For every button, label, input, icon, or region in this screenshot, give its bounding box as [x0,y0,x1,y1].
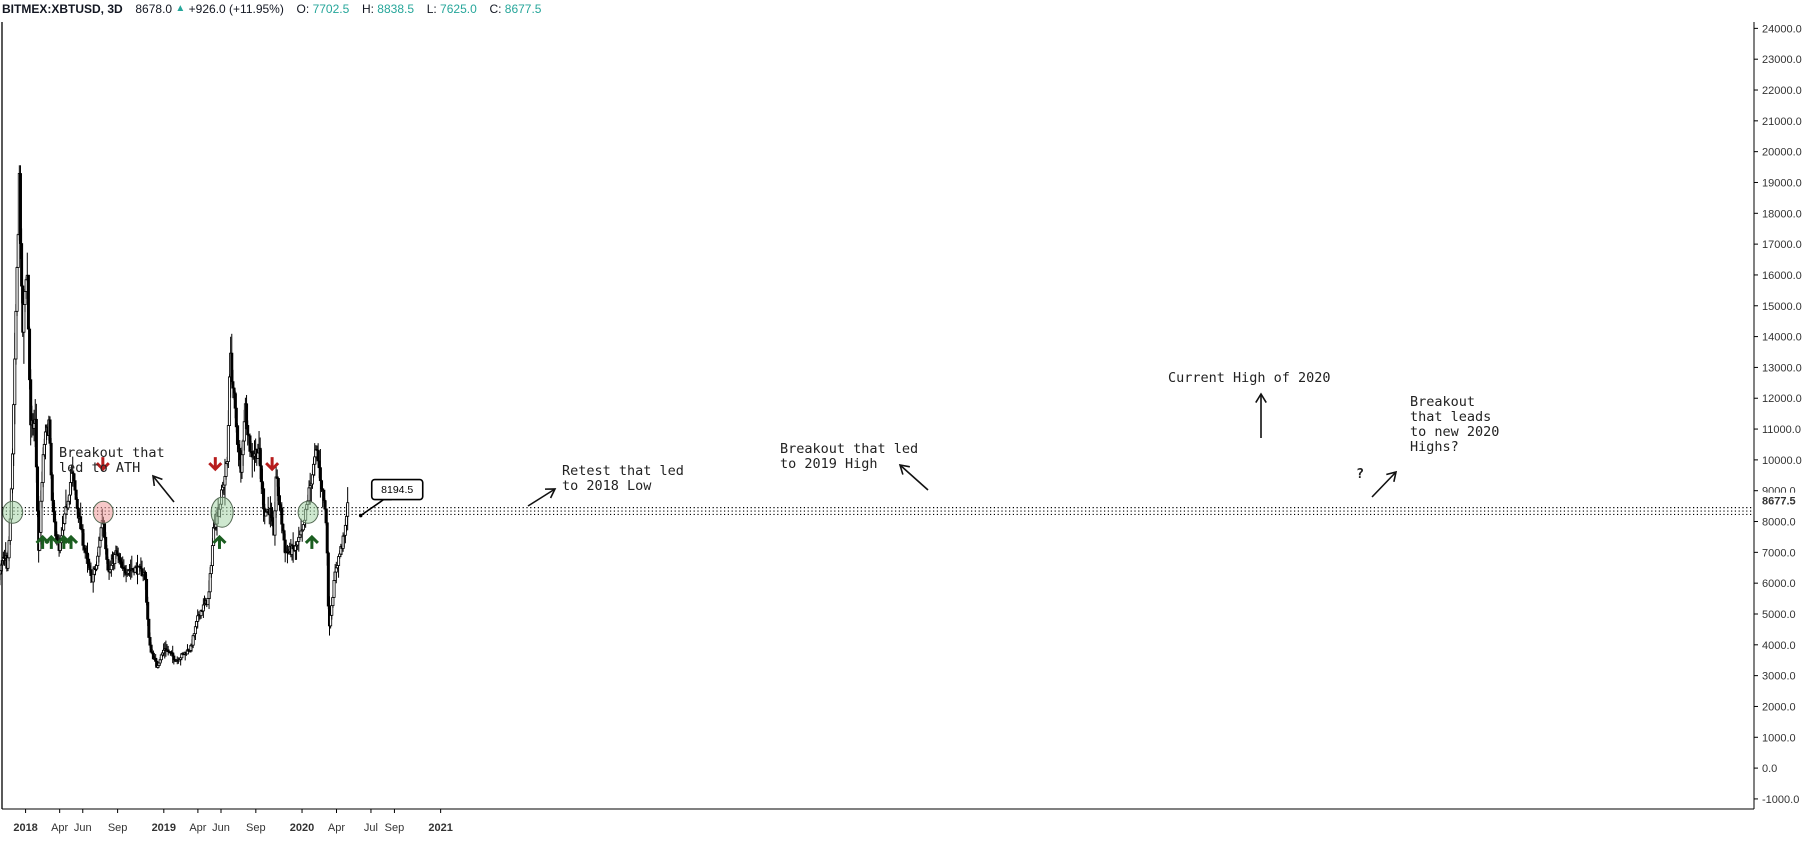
y-tick-label: 20000.0 [1762,147,1802,159]
breakout-circle [210,496,234,528]
x-tick-label: Apr [51,822,68,834]
annotation-breakout-2019-high: Breakout that led [780,441,918,457]
triangle-up-icon: ▲ [175,3,186,14]
red-down-arrow-icon [265,457,280,472]
symbol-label: BITMEX:XBTUSD, 3D [2,2,123,16]
y-tick-label: 7000.0 [1762,547,1796,559]
annotation-breakout-ath: led to ATH [59,460,140,476]
x-tick-label: Sep [385,822,405,834]
y-tick-label: 8000.0 [1762,517,1796,529]
candle [26,274,30,330]
last-price: 8678.0 [135,2,173,16]
low-value: 7625.0 [440,2,477,16]
y-tick-label: 11000.0 [1762,424,1801,436]
green-up-arrow-icon [304,534,319,549]
x-tick-label: 2020 [290,822,314,834]
price-tag-callout: 8194.5 [358,478,424,518]
annotation-arrow [152,474,175,503]
y-tick-label: 0.0 [1762,763,1777,775]
last-price-label: 8677.5 [1762,496,1796,508]
annotation-breakout-2020-highs: to new 2020 [1410,424,1499,440]
question-mark: ? [1356,466,1364,482]
y-tick-label: -1000.0 [1762,794,1799,806]
y-tick-label: 19000.0 [1762,177,1802,189]
annotation-current-high-2020: Current High of 2020 [1168,370,1331,386]
price-tag-value: 8194.5 [381,484,413,496]
last-price-marker [1755,492,1817,509]
annotation-breakout-2019-high: to 2019 High [780,456,878,472]
green-up-arrow-icon [63,534,79,549]
candle [346,487,350,531]
y-tick-label: 2000.0 [1762,701,1796,713]
x-tick-label: Sep [246,822,266,834]
y-tick-label: 5000.0 [1762,609,1796,621]
breakout-circle [297,500,319,524]
breakout-circle [2,500,24,524]
y-tick-label: 14000.0 [1762,332,1802,344]
open-value: 7702.5 [312,2,350,16]
annotation-arrow [898,463,929,491]
chart-legend-header: BITMEX:XBTUSD, 3D 8678.0 ▲ +926.0 (+11.9… [0,0,1817,22]
x-tick-label: Jul [364,822,378,834]
x-tick-label: Jun [212,822,230,834]
y-tick-label: 23000.0 [1762,54,1802,66]
green-up-arrow-icon [212,534,227,549]
red-down-arrow-icon [95,457,110,472]
open-label: O: [296,2,310,16]
red-down-arrow-icon [208,457,223,472]
annotation-arrow [527,488,557,507]
annotation-breakout-ath: Breakout that [59,445,165,461]
y-tick-label: 3000.0 [1762,671,1796,683]
low-label: L: [426,2,437,16]
y-tick-label: 1000.0 [1762,732,1796,744]
x-tick-label: Jun [74,822,92,834]
breakout-circle [92,500,114,524]
close-value: 8677.5 [504,2,542,16]
close-label: C: [489,2,502,16]
annotation-retest-2018-low: to 2018 Low [562,478,652,494]
y-tick-label: 13000.0 [1762,362,1802,374]
annotation-arrow [1255,392,1267,438]
annotation-retest-2018-low: Retest that led [562,463,684,479]
y-tick-label: 10000.0 [1762,455,1802,467]
y-tick-label: 16000.0 [1762,270,1802,282]
x-tick-label: 2019 [152,822,176,834]
y-tick-label: 22000.0 [1762,85,1802,97]
y-tick-label: 15000.0 [1762,301,1802,313]
y-tick-label: 6000.0 [1762,578,1796,590]
high-label: H: [361,2,374,16]
y-tick-label: 17000.0 [1762,239,1802,251]
high-value: 8838.5 [377,2,414,16]
y-tick-label: 24000.0 [1762,23,1802,35]
price-change: +926.0 (+11.95%) [188,2,284,16]
y-tick-label: 21000.0 [1762,116,1802,128]
x-tick-label: Apr [328,822,345,834]
annotation-breakout-2020-highs: Breakout [1410,394,1475,410]
annotation-arrow [1371,470,1398,498]
x-tick-label: Sep [108,822,128,834]
green-up-arrow-icon [44,534,59,549]
y-tick-label: 4000.0 [1762,640,1796,652]
y-tick-label: 12000.0 [1762,393,1802,405]
annotation-breakout-2020-highs: that leads [1410,409,1491,425]
x-tick-label: Apr [189,822,206,834]
x-tick-label: 2021 [428,822,452,834]
annotation-breakout-2020-highs: Highs? [1410,439,1459,455]
x-tick-label: 2018 [13,822,37,834]
y-tick-label: 18000.0 [1762,208,1802,220]
candle [15,266,19,317]
